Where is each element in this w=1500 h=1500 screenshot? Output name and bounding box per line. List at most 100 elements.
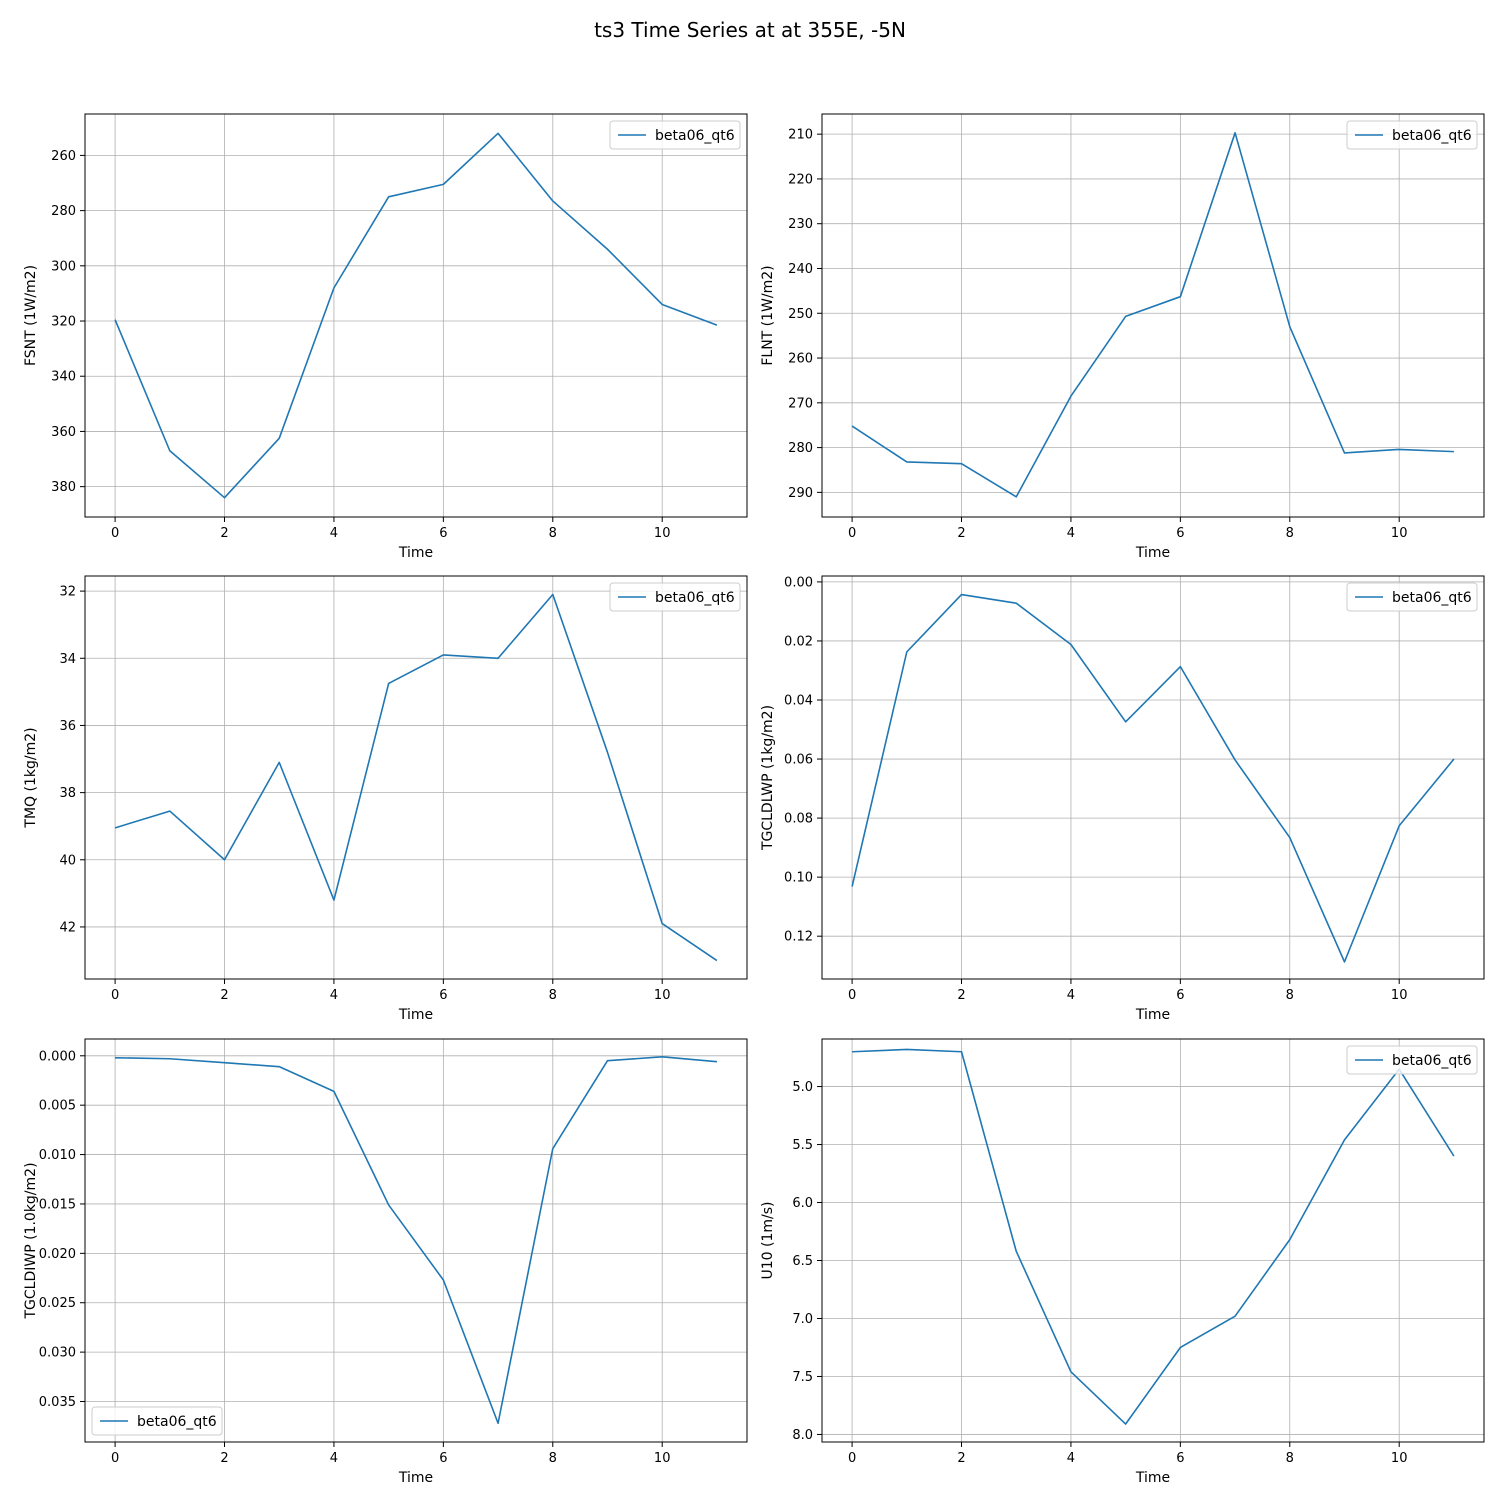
y-tick-label: 230 bbox=[788, 217, 813, 232]
subplot-2: 0 2 4 6 8 10 210 220 230 240 250 260 270 280 290 Time FL… bbox=[760, 113, 1485, 561]
y-tick-label: 240 bbox=[788, 262, 813, 277]
y-axis-label: TGCLDLWP (1kg/m2) bbox=[760, 705, 776, 851]
y-tick-label: 0.04 bbox=[784, 694, 813, 709]
legend-entry: beta06_qt6 bbox=[1392, 1053, 1472, 1069]
x-tick-label: 0 bbox=[111, 526, 119, 541]
y-tick-label: 280 bbox=[51, 204, 76, 219]
y-tick-label: 36 bbox=[59, 719, 76, 734]
x-axis-label: Time bbox=[398, 1007, 433, 1023]
y-tick-label: 0.00 bbox=[784, 575, 813, 590]
x-tick-label: 8 bbox=[1286, 988, 1294, 1003]
y-tick-label: 40 bbox=[59, 853, 76, 868]
x-tick-label: 10 bbox=[654, 526, 671, 541]
x-tick-label: 0 bbox=[848, 526, 856, 541]
y-axis-label: FLNT (1W/m2) bbox=[760, 265, 776, 365]
x-tick-label: 2 bbox=[220, 526, 228, 541]
y-tick-label: 0.10 bbox=[784, 871, 813, 886]
legend-box bbox=[609, 120, 741, 150]
legend-entry: beta06_qt6 bbox=[1392, 590, 1472, 606]
axes-frame bbox=[84, 113, 748, 518]
y-tick-label: 290 bbox=[788, 486, 813, 501]
y-tick-label: 320 bbox=[51, 315, 76, 330]
x-tick-label: 8 bbox=[549, 526, 557, 541]
series-line-beta06_qt6 bbox=[851, 132, 1454, 498]
x-tick-label: 8 bbox=[1286, 526, 1294, 541]
y-tick-label: 340 bbox=[51, 370, 76, 385]
x-axis-label: Time bbox=[1135, 1470, 1170, 1486]
series-line-beta06_qt6 bbox=[852, 1048, 1455, 1425]
y-tick-label: 0.08 bbox=[784, 812, 813, 827]
x-tick-label: 10 bbox=[1391, 988, 1408, 1003]
x-tick-label: 6 bbox=[439, 1451, 447, 1466]
y-tick-label: 0.035 bbox=[39, 1395, 76, 1410]
subplot-4: 0 2 4 6 8 10 0.00 0.02 0.04 0.06 0.08 0.10 0.12 Time T… bbox=[760, 575, 1485, 1023]
y-tick-label: 7.0 bbox=[792, 1312, 813, 1327]
y-tick-label: 42 bbox=[59, 920, 76, 935]
legend: beta06_qt6 bbox=[1346, 582, 1478, 612]
y-tick-label: 280 bbox=[788, 441, 813, 456]
y-tick-label: 0.020 bbox=[39, 1247, 76, 1262]
x-tick-label: 2 bbox=[957, 988, 965, 1003]
x-tick-label: 6 bbox=[1176, 526, 1184, 541]
x-tick-label: 2 bbox=[957, 526, 965, 541]
x-tick-label: 6 bbox=[439, 988, 447, 1003]
y-tick-label: 6.5 bbox=[792, 1254, 813, 1269]
subplot-1: 0 2 4 6 8 10 260 280 300 320 340 360 380 Time FSNT (1W… bbox=[23, 113, 748, 561]
y-tick-label: 210 bbox=[788, 128, 813, 143]
x-tick-label: 0 bbox=[848, 988, 856, 1003]
axes-frame bbox=[84, 1038, 748, 1443]
y-tick-label: 300 bbox=[51, 259, 76, 274]
axes-frame bbox=[821, 575, 1485, 980]
y-tick-label: 360 bbox=[51, 425, 76, 440]
x-tick-label: 8 bbox=[549, 1451, 557, 1466]
series-line-beta06_qt6 bbox=[115, 1055, 717, 1425]
series-line-beta06_qt6 bbox=[114, 132, 718, 499]
y-tick-label: 32 bbox=[59, 585, 76, 600]
legend-box bbox=[1346, 120, 1478, 150]
y-axis-label: U10 (1m/s) bbox=[760, 1202, 776, 1280]
x-tick-label: 4 bbox=[330, 988, 338, 1003]
x-axis-label: Time bbox=[398, 545, 433, 561]
y-axis-label: TMQ (1kg/m2) bbox=[23, 727, 39, 828]
x-tick-label: 10 bbox=[654, 988, 671, 1003]
y-tick-label: 6.0 bbox=[792, 1196, 813, 1211]
y-tick-label: 0.015 bbox=[39, 1197, 76, 1212]
legend: beta06_qt6 bbox=[1346, 1045, 1478, 1075]
axes-frame bbox=[821, 1038, 1485, 1443]
x-tick-label: 4 bbox=[1067, 526, 1075, 541]
y-tick-label: 0.06 bbox=[784, 753, 813, 768]
y-tick-label: 220 bbox=[788, 172, 813, 187]
legend: beta06_qt6 bbox=[91, 1406, 223, 1436]
x-tick-label: 8 bbox=[549, 988, 557, 1003]
y-tick-label: 0.005 bbox=[39, 1099, 76, 1114]
axes-frame bbox=[821, 113, 1485, 518]
y-tick-label: 380 bbox=[51, 480, 76, 495]
y-tick-label: 260 bbox=[788, 352, 813, 367]
x-tick-label: 6 bbox=[439, 526, 447, 541]
y-tick-label: 0.02 bbox=[784, 634, 813, 649]
y-tick-label: 0.000 bbox=[39, 1049, 76, 1064]
x-tick-label: 10 bbox=[1391, 526, 1408, 541]
x-axis-label: Time bbox=[1135, 1007, 1170, 1023]
x-axis-label: Time bbox=[398, 1470, 433, 1486]
x-tick-label: 4 bbox=[1067, 1451, 1075, 1466]
x-tick-label: 4 bbox=[1067, 988, 1075, 1003]
x-tick-label: 6 bbox=[1176, 1451, 1184, 1466]
y-tick-label: 250 bbox=[788, 307, 813, 322]
x-tick-label: 4 bbox=[330, 1451, 338, 1466]
y-axis-label: TGCLDIWP (1.0kg/m2) bbox=[23, 1162, 39, 1319]
x-tick-label: 2 bbox=[957, 1451, 965, 1466]
x-tick-label: 8 bbox=[1286, 1451, 1294, 1466]
legend-entry: beta06_qt6 bbox=[655, 590, 735, 606]
legend: beta06_qt6 bbox=[1346, 120, 1478, 150]
x-tick-label: 4 bbox=[330, 526, 338, 541]
x-tick-label: 0 bbox=[111, 988, 119, 1003]
y-tick-label: 38 bbox=[59, 786, 76, 801]
series-line-beta06_qt6 bbox=[851, 593, 1455, 963]
x-tick-label: 6 bbox=[1176, 988, 1184, 1003]
y-tick-label: 5.5 bbox=[792, 1138, 813, 1153]
x-tick-label: 0 bbox=[111, 1451, 119, 1466]
legend: beta06_qt6 bbox=[609, 582, 741, 612]
